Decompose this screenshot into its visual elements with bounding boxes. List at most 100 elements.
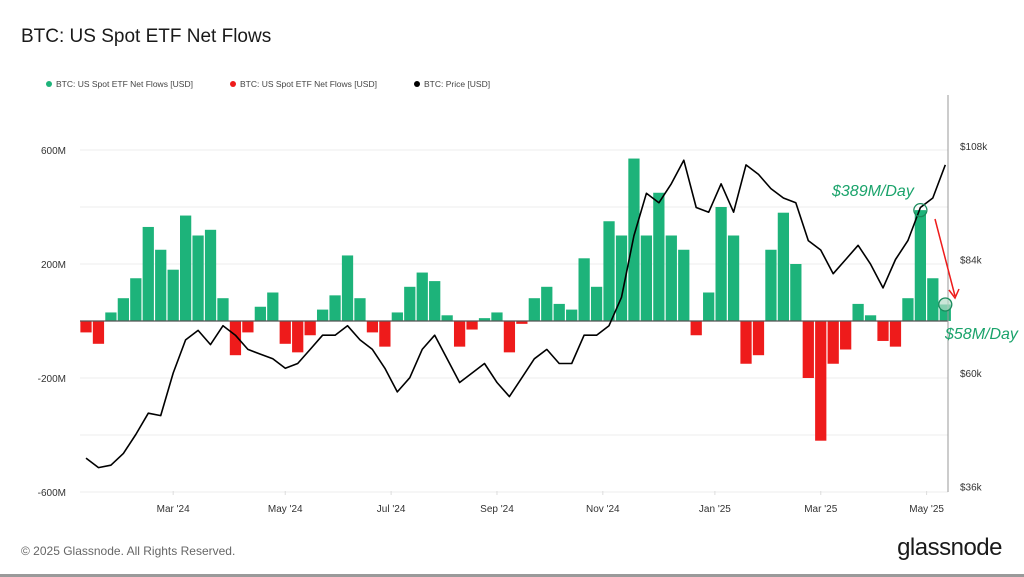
- inflow-bar: [341, 255, 354, 321]
- inflow-bar: [491, 312, 503, 321]
- y2-tick-label: $36k: [960, 483, 983, 494]
- x-tick-label: Nov '24: [586, 504, 620, 515]
- x-tick-label: Mar '25: [804, 504, 837, 515]
- inflow-bar: [180, 215, 192, 321]
- inflow-bar: [566, 309, 578, 321]
- inflow-bar: [192, 235, 204, 321]
- y-tick-label: 600M: [41, 146, 66, 157]
- annotations: $389M/Day $58M/Day: [831, 183, 1019, 343]
- annotation-label-peak: $389M/Day: [831, 183, 915, 200]
- x-tick-label: Sep '24: [480, 504, 514, 515]
- outflow-bar: [740, 321, 752, 364]
- chart-legend: BTC: US Spot ETF Net Flows [USD] BTC: US…: [46, 79, 490, 89]
- inflow-bar: [665, 235, 677, 321]
- x-tick-label: Jan '25: [699, 504, 731, 515]
- inflow-bar: [777, 212, 790, 321]
- copyright-footer: © 2025 Glassnode. All Rights Reserved.: [21, 544, 236, 558]
- outflow-bar: [379, 321, 391, 347]
- inflow-bar: [204, 229, 217, 321]
- inflow-bar: [130, 278, 142, 321]
- inflow-bar: [316, 309, 329, 321]
- outflow-bar: [229, 321, 242, 356]
- inflow-bar: [914, 210, 927, 321]
- outflow-bar: [877, 321, 889, 341]
- inflow-bar: [254, 306, 266, 321]
- inflow-bar: [902, 298, 914, 321]
- outflow-bar: [304, 321, 316, 336]
- outflow-bar: [453, 321, 466, 347]
- inflow-bar: [653, 192, 665, 321]
- legend-label-price: BTC: Price [USD]: [423, 79, 491, 89]
- x-tick-label: Jul '24: [377, 504, 406, 515]
- inflow-bar: [267, 292, 279, 321]
- legend-dot-inflows-icon: [46, 81, 52, 87]
- outflow-bar: [366, 321, 379, 333]
- y-axis-right: $108k $84k $60k $36k: [960, 142, 988, 494]
- y-axis-left: 600M 200M -200M -600M: [38, 146, 66, 499]
- outflow-bar: [802, 321, 814, 378]
- outflow-bar: [292, 321, 304, 353]
- inflow-bar: [541, 286, 553, 321]
- inflow-bar: [790, 264, 802, 321]
- inflow-bar: [404, 286, 416, 321]
- grid-lines: [80, 149, 948, 493]
- inflow-bar: [217, 298, 229, 321]
- legend-dot-outflows-icon: [229, 81, 236, 87]
- inflow-bar: [429, 281, 441, 321]
- outflow-bar: [242, 321, 254, 333]
- y-tick-label: -600M: [38, 488, 66, 499]
- annotation-arrow-line: [934, 218, 956, 297]
- inflow-bar: [478, 318, 491, 321]
- inflow-bar: [852, 303, 864, 321]
- chart-title: BTC: US Spot ETF Net Flows: [21, 26, 272, 47]
- inflow-bar: [640, 235, 653, 321]
- outflow-bar: [752, 321, 765, 356]
- inflow-bar: [715, 207, 727, 321]
- inflow-bar: [528, 298, 540, 321]
- inflow-bar: [354, 298, 366, 321]
- legend-item-price[interactable]: BTC: Price [USD]: [413, 79, 491, 89]
- x-tick-label: Mar '24: [157, 504, 190, 515]
- x-axis: Mar '24 May '24 Jul '24 Sep '24 Nov '24 Jan '…: [157, 491, 944, 515]
- inflow-bar: [703, 292, 715, 321]
- outflow-bar: [466, 321, 478, 330]
- inflow-bar: [615, 235, 628, 321]
- inflow-bar: [416, 272, 428, 321]
- inflow-bar: [678, 249, 690, 321]
- legend-dot-price-icon: [413, 81, 420, 87]
- outflow-bar: [889, 321, 902, 347]
- outflow-bar: [815, 321, 827, 441]
- x-tick-label: May '25: [909, 504, 944, 515]
- outflow-bar: [827, 321, 839, 364]
- outflow-bar: [690, 321, 702, 336]
- inflow-bar: [155, 249, 167, 321]
- inflow-bar: [765, 249, 777, 321]
- inflow-bar: [864, 315, 877, 321]
- inflow-bar: [553, 303, 565, 321]
- legend-label-inflows: BTC: US Spot ETF Net Flows [USD]: [56, 79, 193, 89]
- legend-item-outflows[interactable]: BTC: US Spot ETF Net Flows [USD]: [229, 79, 377, 89]
- inflow-bar: [939, 304, 951, 321]
- legend-item-inflows[interactable]: BTC: US Spot ETF Net Flows [USD]: [46, 79, 193, 89]
- outflow-bar: [840, 321, 852, 350]
- inflow-bar: [167, 269, 179, 321]
- legend-label-outflows: BTC: US Spot ETF Net Flows [USD]: [239, 79, 377, 89]
- price-line: [85, 159, 947, 469]
- inflow-bar: [590, 286, 603, 321]
- inflow-bar: [117, 298, 129, 321]
- outflow-bar: [92, 321, 105, 344]
- outflow-bar: [503, 321, 516, 353]
- flow-bars: [80, 158, 951, 441]
- y2-tick-label: $108k: [960, 142, 988, 153]
- inflow-bar: [142, 226, 154, 321]
- inflow-bar: [329, 295, 341, 321]
- inflow-bar: [727, 235, 740, 321]
- y-tick-label: -200M: [38, 374, 66, 385]
- inflow-bar: [105, 312, 117, 321]
- y2-tick-label: $60k: [960, 369, 983, 380]
- inflow-bar: [441, 315, 453, 321]
- inflow-bar: [603, 221, 615, 321]
- glassnode-logo[interactable]: glassnode: [897, 534, 1002, 561]
- bottom-rule: [0, 574, 1024, 577]
